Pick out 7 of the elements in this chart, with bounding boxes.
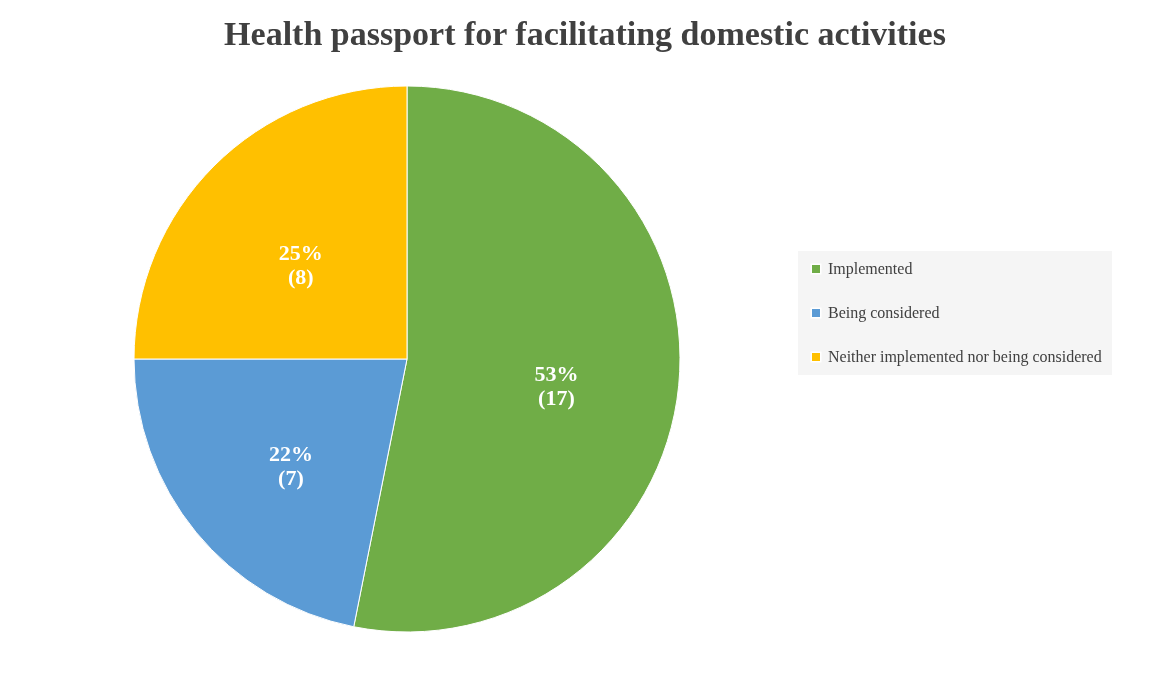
data-label: 25% (8) <box>278 239 323 289</box>
chart-title: Health passport for facilitating domestic activities <box>224 15 946 52</box>
legend-label: Neither implemented nor being considered <box>828 348 1102 366</box>
legend-label: Being considered <box>828 304 940 322</box>
data-label: 22% (7) <box>268 441 313 491</box>
data-label: 53% (17) <box>534 360 579 410</box>
legend-label: Implemented <box>828 260 913 278</box>
